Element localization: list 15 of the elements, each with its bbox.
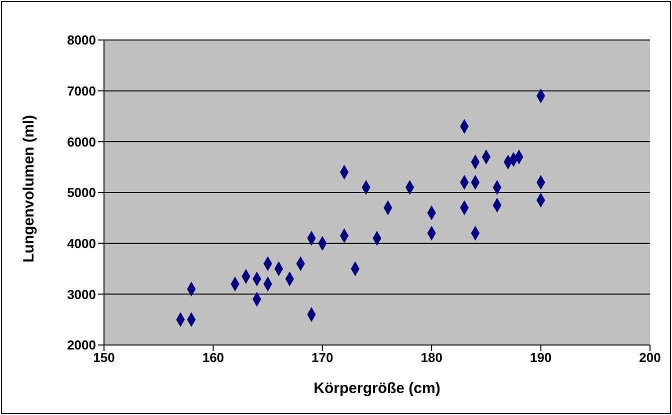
y-tick-label: 4000 [67,236,96,251]
x-tick-label: 150 [93,350,115,366]
y-tick-label: 6000 [67,134,96,150]
y-tick-label: 8000 [67,32,96,48]
x-tick-label: 200 [639,350,661,366]
y-tick-label: 7000 [67,83,96,98]
y-tick-label: 5000 [67,185,96,200]
x-tick-label: 180 [420,350,442,366]
y-tick-label: 3000 [67,286,96,302]
x-tick-label: 190 [530,350,552,366]
x-axis-title: Körpergröße (cm) [314,380,440,397]
x-tick-label: 160 [202,350,224,366]
x-tick-label: 170 [312,350,334,366]
y-axis-title: Lungenvolumen (ml) [20,115,38,262]
y-tick-label: 2000 [67,338,96,353]
